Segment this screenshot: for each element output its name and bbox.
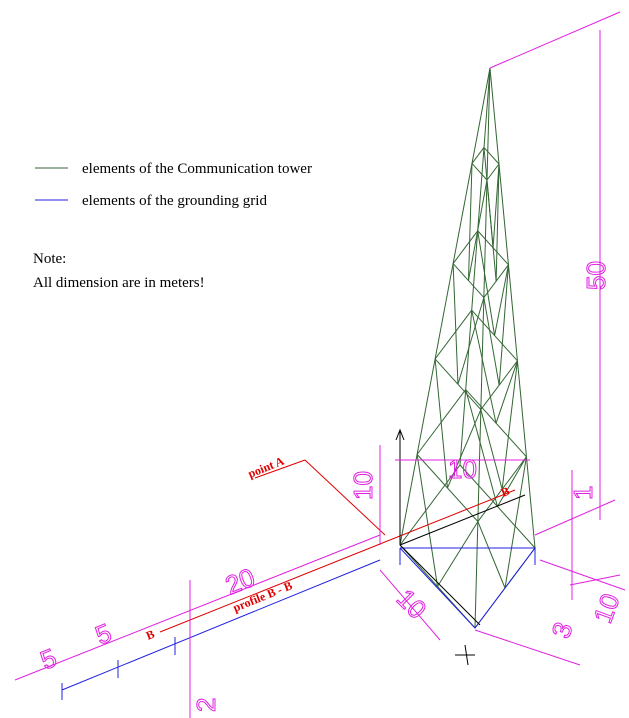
tower-member (499, 265, 508, 385)
dimension-label: 50 (581, 261, 611, 290)
dimension-label: 10 (587, 590, 625, 627)
tower-member (502, 361, 517, 489)
legend-label: elements of the Communication tower (82, 161, 312, 177)
dimension-label: 5 (91, 617, 116, 650)
tower-member (435, 359, 447, 488)
tower-member (496, 361, 517, 423)
tower-member (438, 522, 478, 587)
tower-member (487, 164, 499, 180)
diagram: elements of the Communication tower elem… (0, 0, 629, 718)
tower-member (435, 310, 472, 359)
section-mark: B (144, 627, 157, 643)
legend-label: elements of the grounding grid (82, 193, 267, 209)
tower-member (453, 231, 478, 264)
tower-member (460, 68, 490, 465)
tower-member (472, 163, 487, 180)
tower (400, 68, 535, 628)
tower-member (505, 457, 526, 588)
dimension-label: 1 (568, 486, 598, 500)
tower-member (484, 147, 499, 164)
dimension-label: 2 (191, 698, 221, 712)
dimension-label: 10 (448, 454, 477, 484)
note-title: Note: (33, 251, 66, 267)
dimension-label: 10 (348, 471, 378, 500)
tower-member (453, 264, 458, 385)
point-label: point A (246, 454, 286, 481)
grounding-grid (62, 548, 535, 700)
tower-member (484, 298, 499, 386)
dimension-label: 3 (545, 618, 578, 642)
note-text: All dimension are in meters! (33, 275, 205, 291)
tower-member (481, 410, 502, 490)
dimension-lines (15, 12, 625, 718)
tower-member (478, 522, 505, 588)
